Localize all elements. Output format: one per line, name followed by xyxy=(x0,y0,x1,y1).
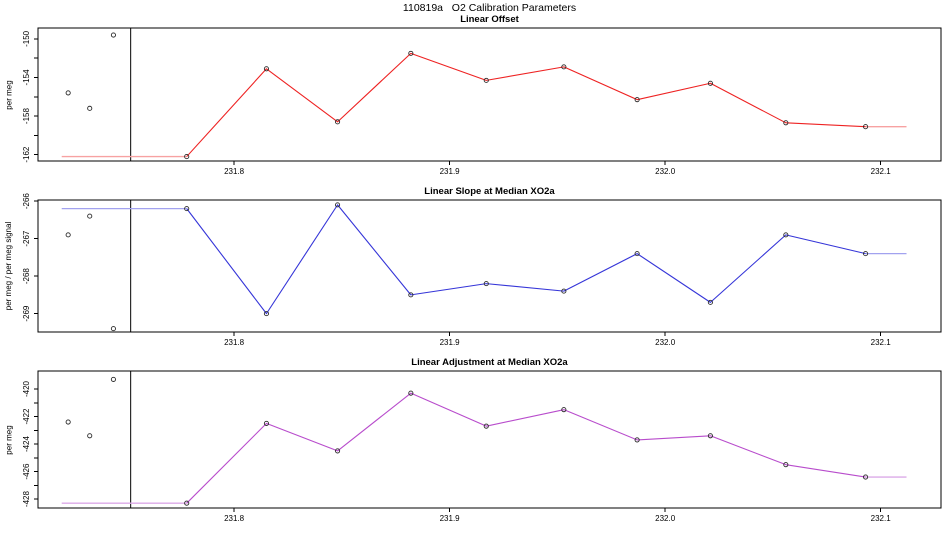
data-point xyxy=(263,420,269,426)
data-point xyxy=(184,206,190,212)
y-tick-label: -422 xyxy=(22,408,31,425)
x-tick-label: 231.9 xyxy=(440,167,461,176)
panel-2-plot: 231.8 231.9 232.0 232.1 -266 -267 -268 -269 xyxy=(22,193,942,347)
data-point xyxy=(561,64,567,70)
y-tick-label: -420 xyxy=(22,380,31,397)
plot-border xyxy=(37,27,942,162)
x-tick-label: 231.8 xyxy=(224,167,245,176)
pre-data-point xyxy=(87,433,93,439)
data-point xyxy=(184,154,190,160)
x-tick-label: 232.1 xyxy=(871,514,892,523)
panel-3-plot: 231.8 231.9 232.0 232.1 -420 -422 -424 -426 -428 xyxy=(22,370,942,523)
data-point xyxy=(483,281,489,287)
y-tick-label: -269 xyxy=(22,305,31,322)
pre-data-point xyxy=(110,376,116,382)
data-point xyxy=(863,474,869,480)
data-point xyxy=(335,448,341,454)
data-point xyxy=(483,77,489,83)
data-point xyxy=(783,232,789,238)
y-tick-label: -162 xyxy=(22,146,31,163)
data-point xyxy=(783,120,789,126)
series-line xyxy=(186,392,866,504)
pre-data-point xyxy=(65,90,71,96)
data-point xyxy=(483,423,489,429)
series-line xyxy=(186,52,866,157)
data-point xyxy=(783,462,789,468)
pre-data-point xyxy=(87,105,93,111)
data-point xyxy=(634,251,640,257)
y-tick-label: -154 xyxy=(22,69,31,86)
panel-1-subtitle: Linear Offset xyxy=(460,14,519,25)
y-tick-label: -158 xyxy=(22,108,31,125)
x-tick-label: 232.0 xyxy=(655,167,676,176)
x-tick-label: 232.1 xyxy=(871,338,892,347)
y-tick-label: -150 xyxy=(22,30,31,47)
series-line xyxy=(186,204,866,315)
y-tick-label: -267 xyxy=(22,230,31,247)
x-tick-label: 231.9 xyxy=(440,514,461,523)
data-point xyxy=(863,124,869,130)
plot-border xyxy=(37,370,942,509)
data-point xyxy=(408,50,414,56)
pre-data-point xyxy=(65,232,71,238)
data-point xyxy=(561,288,567,294)
panel-2-subtitle: Linear Slope at Median XO2a xyxy=(424,186,555,197)
y-tick-label: -268 xyxy=(22,268,31,285)
data-point xyxy=(634,97,640,103)
data-point xyxy=(634,437,640,443)
y-tick-label: -266 xyxy=(22,193,31,210)
panel-1-plot: 231.8 231.9 232.0 232.1 -150 -154 -158 -162 xyxy=(22,27,942,176)
y-tick-label: -424 xyxy=(22,435,31,452)
pre-data-point xyxy=(110,326,116,332)
pre-data-point xyxy=(110,32,116,38)
x-tick-label: 232.1 xyxy=(871,167,892,176)
data-point xyxy=(561,407,567,413)
data-point xyxy=(707,299,713,305)
panel-3-subtitle: Linear Adjustment at Median XO2a xyxy=(411,357,568,368)
figure-title: 110819a O2 Calibration Parameters xyxy=(402,2,577,14)
data-point xyxy=(707,433,713,439)
data-point xyxy=(184,500,190,506)
data-point xyxy=(335,202,341,208)
y-tick-label: -426 xyxy=(22,463,31,480)
x-tick-label: 232.0 xyxy=(655,514,676,523)
data-point xyxy=(408,390,414,396)
pre-data-point xyxy=(65,419,71,425)
data-point xyxy=(335,119,341,125)
data-point xyxy=(863,251,869,257)
x-tick-label: 231.8 xyxy=(224,514,245,523)
data-point xyxy=(707,80,713,86)
x-tick-label: 231.8 xyxy=(224,338,245,347)
data-point xyxy=(263,311,269,317)
plot-border xyxy=(37,199,942,333)
pre-data-point xyxy=(87,213,93,219)
data-point xyxy=(408,292,414,298)
y-tick-label: -428 xyxy=(22,491,31,508)
x-tick-label: 232.0 xyxy=(655,338,676,347)
data-point xyxy=(263,66,269,72)
x-tick-label: 231.9 xyxy=(440,338,461,347)
